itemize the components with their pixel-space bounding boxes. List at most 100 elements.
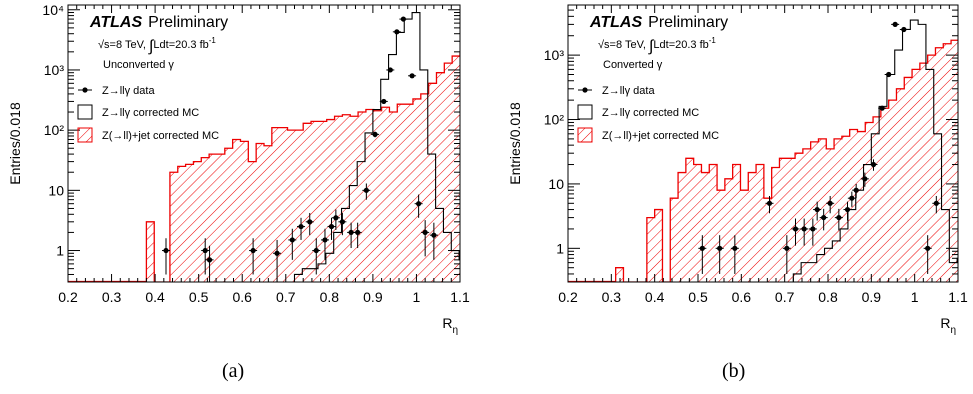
y-tick-label: 10 xyxy=(48,182,64,198)
legend-mc-label: Z→llγ corrected MC xyxy=(602,107,699,119)
data-point xyxy=(892,21,898,27)
integral-sign: ∫ xyxy=(648,38,655,55)
data-point xyxy=(886,71,892,78)
data-point xyxy=(810,226,816,232)
x-axis-label: Rη xyxy=(940,315,956,336)
bkg-hist-fill xyxy=(615,40,958,282)
x-tick-label: 0.9 xyxy=(862,289,882,305)
x-axis-label-sub: η xyxy=(452,325,458,336)
sqrt-sign: √ xyxy=(598,39,605,51)
data-point xyxy=(163,247,169,254)
legend-mc-box xyxy=(77,104,93,120)
x-axis-label-main: R xyxy=(442,315,452,331)
data-point xyxy=(821,214,827,221)
data-point xyxy=(699,245,705,251)
plot-frame xyxy=(567,4,959,283)
data-point xyxy=(250,247,256,254)
data-point xyxy=(836,214,842,221)
x-tick-label: 1.1 xyxy=(948,289,968,305)
data-point xyxy=(766,200,773,206)
y-tick-label: 1 xyxy=(556,240,564,256)
energy-text: s=8 TeV, xyxy=(104,39,149,51)
data-point xyxy=(849,195,855,201)
x-tick-label: 0.5 xyxy=(189,289,209,305)
y-tick-label: 10² xyxy=(544,112,565,128)
data-point xyxy=(870,161,877,168)
data-point xyxy=(289,237,295,243)
integral-sign: ∫ xyxy=(148,38,155,55)
data-point xyxy=(901,26,907,33)
data-point xyxy=(202,247,208,254)
x-tick-label: 1.1 xyxy=(450,289,470,305)
lumi-sup: -1 xyxy=(209,36,217,45)
x-tick-label: 0.9 xyxy=(363,289,383,305)
sqrt-sign: √ xyxy=(98,39,105,51)
x-tick-label: 0.2 xyxy=(558,289,578,305)
energy-lumi-label: √s=8 TeV, ∫Ldt=20.3 fb-1 xyxy=(598,36,716,55)
data-point xyxy=(925,245,931,251)
x-tick-label: 0.7 xyxy=(276,289,296,305)
data-point xyxy=(381,98,387,105)
data-point xyxy=(814,206,820,213)
data-point xyxy=(372,131,378,137)
legend-data-marker xyxy=(82,87,88,93)
y-axis-label: Entries/0.018 xyxy=(507,102,523,185)
atlas-word: ATLAS xyxy=(589,14,642,31)
data-point xyxy=(409,73,415,79)
y-axis-label: Entries/0.018 xyxy=(7,102,23,185)
bkg-hist-line xyxy=(68,52,460,282)
data-point xyxy=(206,257,213,263)
lumi-text: Ldt=20.3 fb xyxy=(653,39,708,51)
legend-bkg-label: Z(→ll)+jet corrected MC xyxy=(602,130,719,142)
bkg-hist-fill xyxy=(146,53,460,282)
data-point xyxy=(862,176,868,182)
x-axis-label: Rη xyxy=(442,315,458,336)
x-tick-label: 0.6 xyxy=(732,289,752,305)
legend-data-marker xyxy=(582,87,588,93)
y-tick-label: 10² xyxy=(44,122,65,138)
mc-hist-line xyxy=(293,11,460,282)
energy-lumi-label: √s=8 TeV, ∫Ldt=20.3 fb-1 xyxy=(98,36,216,55)
data-point xyxy=(827,200,833,206)
y-tick-label: 10 xyxy=(548,176,564,192)
legend-bkg-box xyxy=(577,127,593,143)
legend-bkg-box xyxy=(77,127,93,143)
data-point xyxy=(348,229,354,236)
x-tick-label: 0.4 xyxy=(145,289,165,305)
data-point xyxy=(355,229,361,236)
plot-area xyxy=(568,19,958,282)
legend-mc-label: Z→llγ corrected MC xyxy=(102,107,199,119)
data-point xyxy=(933,200,939,206)
panel-a: 0.2 0.3 0.4 0.5 0.6 0.7 0.8 0.9 1 1.1 1 10 10² 10³ 10⁴… xyxy=(7,2,470,336)
legend-bkg-label: Z(→ll)+jet corrected MC xyxy=(102,130,219,142)
legend-data-label: Z→llγ data xyxy=(602,85,655,97)
data-point xyxy=(422,229,428,236)
caption-a: (a) xyxy=(222,360,245,382)
data-point xyxy=(307,219,313,225)
data-point xyxy=(400,16,406,22)
data-point xyxy=(363,187,369,193)
energy-text: s=8 TeV, xyxy=(604,39,649,51)
atlas-label: ATLAS Preliminary xyxy=(89,14,228,31)
mc-hist-line xyxy=(792,19,958,282)
x-tick-label: 0.3 xyxy=(102,289,122,305)
data-point xyxy=(801,226,807,232)
data-point xyxy=(328,223,335,230)
conversion-label: Converted γ xyxy=(603,59,663,71)
x-tick-label: 1 xyxy=(911,289,919,305)
data-point xyxy=(416,201,422,207)
data-point xyxy=(732,245,738,251)
preliminary-word: Preliminary xyxy=(148,14,228,31)
data-point xyxy=(717,245,723,251)
atlas-label: ATLAS Preliminary xyxy=(589,14,728,31)
x-axis-label-sub: η xyxy=(950,325,956,336)
y-tick-label: 10⁴ xyxy=(42,2,64,18)
preliminary-word: Preliminary xyxy=(648,14,728,31)
data-point xyxy=(339,219,345,225)
caption-b: (b) xyxy=(722,360,746,382)
data-point xyxy=(394,29,400,35)
lumi-text: Ldt=20.3 fb xyxy=(153,39,208,51)
x-tick-label: 0.2 xyxy=(58,289,78,305)
x-tick-label: 0.3 xyxy=(602,289,622,305)
